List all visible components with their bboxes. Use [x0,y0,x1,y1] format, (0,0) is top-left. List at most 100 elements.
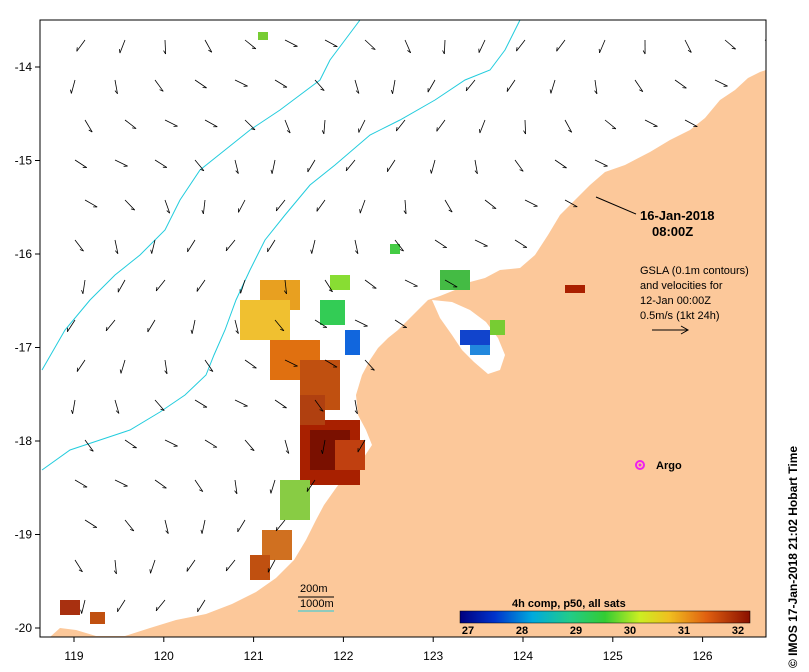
velocity-arrow [314,319,328,328]
velocity-arrow [124,439,137,449]
velocity-arrow [524,119,526,135]
velocity-arrow-head [70,409,74,414]
velocity-arrow-head [399,249,404,252]
velocity-arrow [564,199,578,208]
velocity-arrow-head [81,289,84,294]
velocity-arrow [396,119,406,132]
velocity-arrow [124,519,135,532]
velocity-arrow-head [280,328,285,332]
velocity-arrow-head [328,289,333,293]
velocity-arrow-head [166,210,170,214]
velocity-arrow [714,79,728,87]
velocity-arrow [404,39,412,53]
velocity-arrow [234,159,239,174]
velocity-arrow [194,399,208,408]
y-tick-label: -14 [15,60,33,74]
velocity-arrow [120,359,126,374]
velocity-arrow [234,399,248,407]
velocity-arrow-head [436,127,438,132]
velocity-arrow-head [442,50,445,55]
velocity-arrow-head [200,168,205,172]
velocity-arrow-head [390,89,393,94]
velocity-arrow [514,239,528,248]
velocity-arrow [524,199,538,207]
velocity-arrow [359,199,366,214]
y-tick-label: -16 [15,247,33,261]
velocity-arrow [240,279,246,294]
velocity-arrow-head [310,249,313,254]
velocity-arrow [155,599,166,612]
velocity-arrow [74,479,88,488]
velocity-arrow [70,79,76,94]
velocity-arrow-head [371,48,376,50]
velocity-arrow-head [478,129,481,134]
velocity-arrow [599,39,606,54]
date-line-1: 16-Jan-2018 [640,208,714,223]
velocity-arrow [187,239,196,253]
date-line-2: 08:00Z [652,224,693,239]
velocity-arrow [284,279,287,294]
velocity-arrow-head [355,250,359,254]
velocity-arrow-head [164,370,168,375]
velocity-arrow [270,479,276,494]
contour-200m [41,20,521,471]
velocity-arrow [267,559,276,573]
velocity-arrow [594,79,598,94]
scale-arrow [652,325,690,335]
velocity-arrow-head [80,609,83,614]
gsla-line-4: 0.5m/s (1kt 24h) [640,310,719,322]
velocity-arrow-head [76,47,78,52]
velocity-arrow [105,319,116,332]
colorbar-tick-label: 28 [516,625,528,637]
velocity-arrow-head [251,128,256,131]
velocity-arrow [634,79,644,92]
velocity-arrow-head [190,329,193,334]
velocity-arrow [164,439,178,447]
velocity-arrow-head [474,170,478,175]
velocity-arrow [354,79,360,94]
velocity-arrow-head [78,569,83,573]
velocity-arrow [191,319,196,334]
colorbar-tick-label: 27 [462,625,474,637]
velocity-arrow [594,159,608,167]
velocity-arrow [124,119,137,129]
velocity-arrow [394,239,404,252]
velocity-arrow [244,359,257,369]
velocity-arrow-head [731,47,736,50]
velocity-arrow [478,39,486,53]
velocity-arrow [74,559,83,573]
velocity-arrow [204,119,218,128]
velocity-arrow [674,79,687,89]
velocity-arrow [556,39,566,52]
velocity-arrow [684,119,698,127]
velocity-arrow [514,159,524,172]
velocity-arrow-head [250,448,255,451]
velocity-arrow [314,79,325,91]
velocity-arrow [554,159,567,169]
velocity-arrow [506,79,516,92]
velocity-arrow-head [372,287,377,289]
velocity-arrow [394,319,407,328]
velocity-arrow-head [129,528,135,532]
contour-1000m [41,20,361,371]
velocity-arrow [427,79,436,93]
velocity-arrow-head [556,47,558,52]
velocity-arrow-head [89,449,94,452]
velocity-arrow-head [239,289,242,294]
velocity-arrow-head [465,86,468,91]
y-axis: -14 -15 -16 -17 -18 -19 -20 [15,60,40,635]
velocity-arrow-head [159,89,164,92]
velocity-arrow [392,79,396,94]
argo-label: Argo [656,460,682,472]
plot-frame [39,19,767,638]
velocity-arrow [436,119,446,132]
velocity-arrow [82,279,86,294]
velocity-arrow-head [160,408,165,411]
sst-patches [60,32,585,624]
velocity-arrow [114,239,119,254]
velocity-arrow [354,399,358,414]
velocity-arrow [164,119,178,127]
velocity-arrow [324,39,338,47]
velocity-arrow-head [321,130,325,135]
velocity-arrow-head [611,127,616,130]
